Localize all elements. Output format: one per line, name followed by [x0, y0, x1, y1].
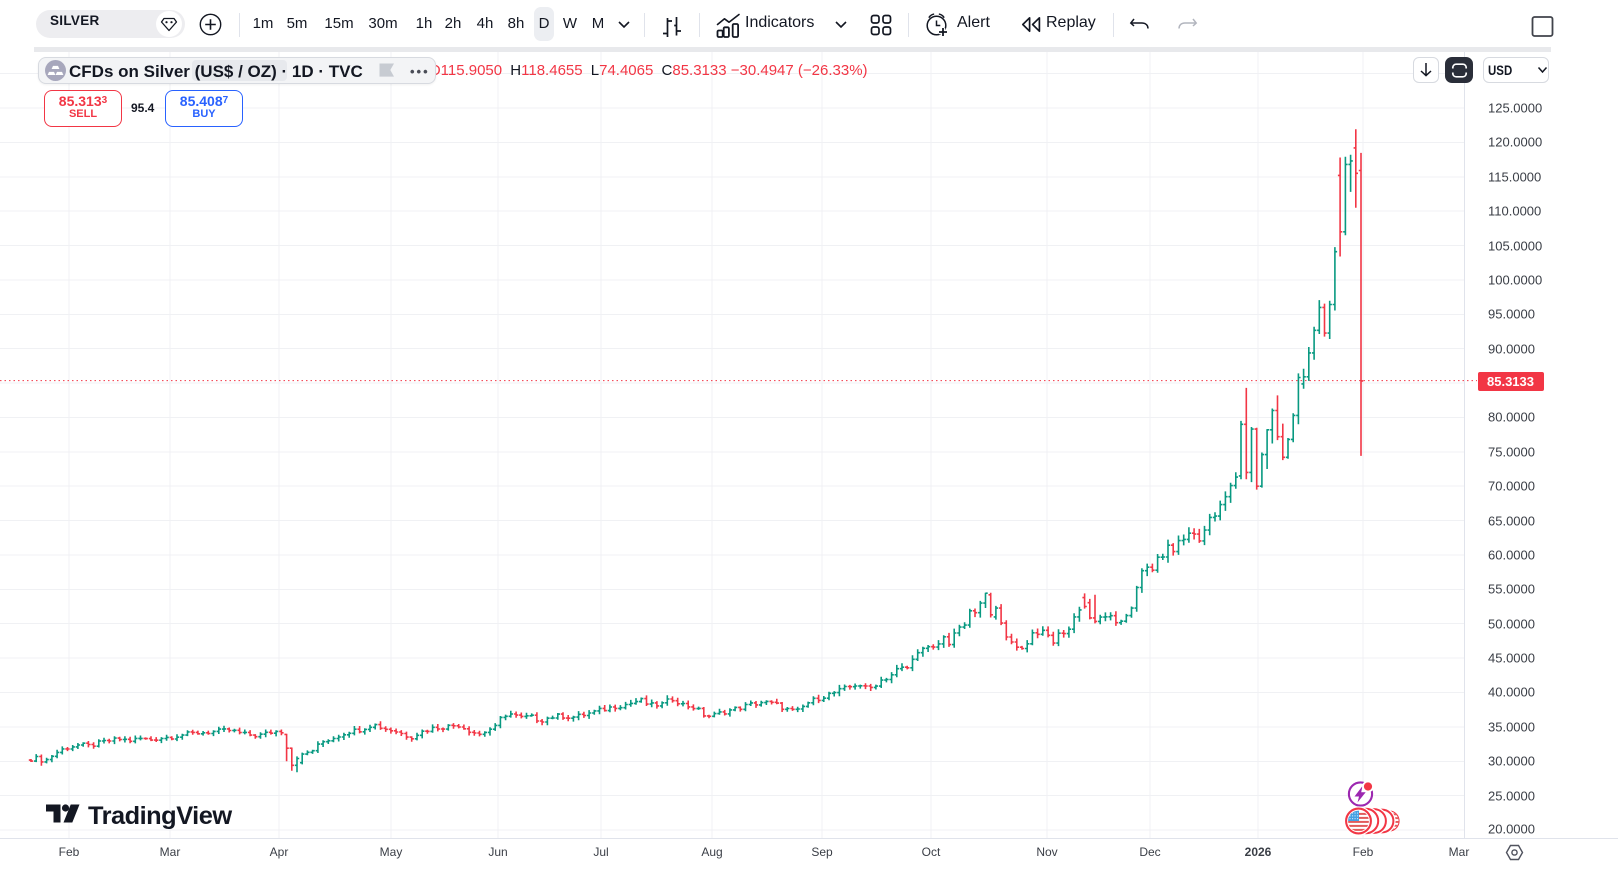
- svg-text:TradingView: TradingView: [88, 802, 232, 829]
